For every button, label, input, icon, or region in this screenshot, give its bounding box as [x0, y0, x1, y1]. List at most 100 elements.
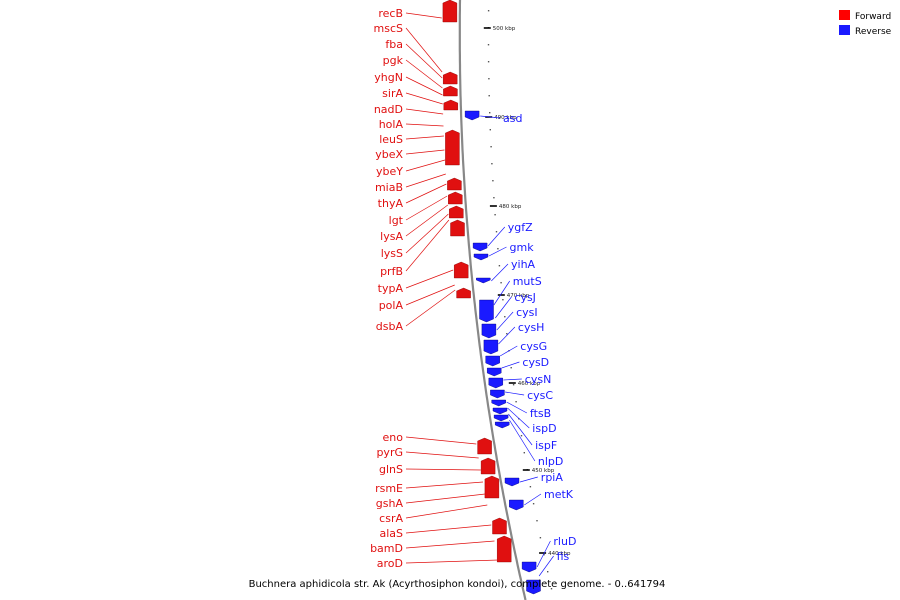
- forward-gene-label: lysS: [381, 247, 403, 260]
- forward-gene-leader: [405, 213, 449, 254]
- forward-gene-block: [477, 437, 492, 455]
- forward-gene-leader: [405, 92, 443, 105]
- reverse-gene-leader: [538, 555, 554, 577]
- forward-gene-label: pgk: [383, 54, 404, 67]
- forward-gene-leader: [405, 219, 450, 272]
- tick-dot: [497, 248, 499, 250]
- reverse-gene-label: mutS: [513, 275, 542, 288]
- tick-dot: [504, 316, 506, 318]
- reverse-gene-label: ispF: [535, 439, 557, 452]
- tick-dot: [550, 588, 553, 590]
- forward-gene-label: leuS: [379, 133, 403, 146]
- forward-gene-label: thyA: [378, 197, 404, 210]
- tick-dot: [506, 333, 508, 335]
- forward-gene-label: miaB: [375, 181, 403, 194]
- tick-dot: [494, 214, 496, 216]
- reverse-gene-leader: [503, 378, 522, 381]
- reverse-gene-block: [509, 499, 524, 511]
- forward-gene-label: mscS: [374, 22, 403, 35]
- forward-gene-leader: [405, 108, 444, 115]
- reverse-gene-label: cysC: [527, 389, 553, 402]
- tick-dot: [488, 95, 490, 97]
- forward-gene-label: lysA: [380, 230, 403, 243]
- tick-dot: [539, 537, 542, 539]
- tick-dot: [498, 265, 501, 267]
- forward-gene-label: sirA: [382, 87, 403, 100]
- reverse-gene-leader: [487, 226, 506, 247]
- tick-dot: [515, 401, 517, 403]
- legend-reverse-swatch: [839, 25, 850, 35]
- forward-gene-label: bamD: [370, 542, 403, 555]
- reverse-gene-leader: [506, 401, 528, 414]
- forward-gene-label: eno: [383, 431, 404, 444]
- reverse-gene-label: ftsB: [530, 407, 551, 420]
- tick-dot: [492, 180, 494, 182]
- reverse-gene-leader: [493, 280, 510, 306]
- tick-dot: [500, 282, 502, 284]
- forward-gene-block: [492, 517, 507, 535]
- forward-gene-block: [454, 261, 469, 279]
- reverse-gene-leader: [480, 115, 501, 119]
- forward-gene-label: rsmE: [375, 482, 403, 495]
- reverse-gene-label: cysJ: [514, 291, 536, 304]
- forward-gene-leader: [405, 12, 442, 19]
- tick-dot: [495, 231, 498, 233]
- reverse-gene-leader: [508, 413, 533, 446]
- reverse-gene-label: asd: [503, 112, 522, 125]
- reverse-gene-block: [464, 110, 480, 121]
- forward-gene-leader: [405, 559, 499, 564]
- reverse-gene-label: rluD: [553, 535, 576, 548]
- forward-gene-leader: [405, 195, 448, 221]
- forward-gene-leader: [405, 481, 484, 489]
- reverse-gene-label: cysI: [516, 306, 538, 319]
- reverse-gene-leader: [509, 419, 536, 462]
- tick-dot: [523, 452, 525, 454]
- forward-gene-block: [443, 71, 458, 85]
- forward-gene-leader: [405, 159, 446, 172]
- genome-backbone: [458, 0, 527, 600]
- reverse-gene-label: ygfZ: [508, 221, 533, 234]
- reverse-gene-block: [487, 367, 502, 377]
- reverse-gene-leader: [536, 540, 551, 568]
- reverse-gene-block: [492, 407, 508, 415]
- reverse-gene-label: cysN: [525, 373, 552, 386]
- tick-label: 460 kbp: [518, 381, 541, 387]
- forward-gene-block: [442, 0, 458, 23]
- reverse-gene-leader: [499, 345, 518, 357]
- reverse-gene-label: cysG: [520, 340, 547, 353]
- reverse-gene-block: [476, 277, 491, 284]
- reverse-gene-leader: [491, 263, 509, 282]
- tick-dot: [488, 78, 490, 80]
- forward-gene-label: pyrG: [376, 446, 403, 459]
- reverse-gene-block: [521, 561, 537, 573]
- tick-dot: [536, 520, 538, 522]
- forward-gene-block: [447, 177, 462, 191]
- forward-gene-label: gshA: [376, 497, 404, 510]
- forward-gene-label: glnS: [379, 463, 403, 476]
- forward-gene-leader: [405, 289, 456, 327]
- forward-gene-leader: [405, 504, 488, 519]
- reverse-gene-block: [483, 339, 499, 355]
- legend-forward-label: Forward: [855, 12, 891, 22]
- reverse-gene-block: [472, 242, 488, 252]
- forward-gene-leader: [405, 135, 444, 140]
- forward-gene-label: lgt: [389, 214, 404, 227]
- tick-dot: [520, 435, 523, 437]
- reverse-gene-leader: [495, 296, 512, 319]
- legend: Forward Reverse: [839, 10, 892, 37]
- forward-gene-label: alaS: [379, 527, 403, 540]
- forward-gene-label: ybeX: [375, 148, 403, 161]
- reverse-gene-block: [473, 253, 489, 261]
- forward-gene-label: prfB: [380, 265, 403, 278]
- reverse-gene-leader: [505, 391, 525, 396]
- tick-dot: [490, 146, 492, 148]
- reverse-gene-leader: [519, 476, 538, 483]
- tick-dot: [487, 44, 490, 46]
- forward-gene-block: [480, 457, 496, 475]
- reverse-gene-label: gmk: [510, 241, 535, 254]
- forward-gene-leader: [405, 524, 492, 534]
- reverse-gene-leader: [496, 311, 514, 331]
- tick-dot: [502, 299, 504, 301]
- forward-gene-label: fba: [385, 38, 403, 51]
